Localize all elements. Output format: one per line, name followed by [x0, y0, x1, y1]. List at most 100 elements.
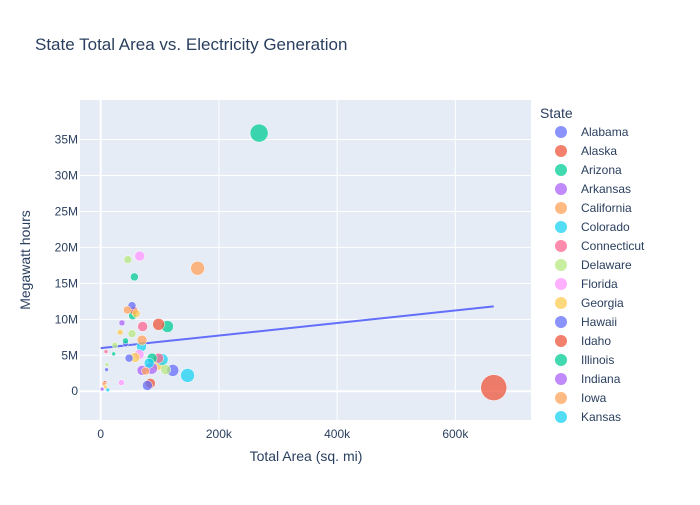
- legend-item[interactable]: Georgia: [555, 296, 624, 310]
- scatter-point[interactable]: [118, 379, 125, 386]
- scatter-point[interactable]: [160, 364, 171, 375]
- scatter-point[interactable]: [131, 309, 141, 318]
- y-axis-label: Megawatt hours: [17, 210, 33, 310]
- legend-item-label: California: [581, 201, 632, 215]
- legend-item[interactable]: Illinois: [555, 353, 614, 367]
- legend-item-label: Kansas: [581, 410, 621, 424]
- legend-item-label: Alabama: [581, 125, 629, 139]
- scatter-point[interactable]: [190, 261, 205, 276]
- legend-marker: [555, 183, 567, 195]
- legend-item[interactable]: Florida: [555, 277, 618, 291]
- x-tick-label: 400k: [324, 427, 351, 441]
- legend-item-label: Iowa: [581, 391, 607, 405]
- legend-title: State: [540, 105, 573, 121]
- legend-marker: [555, 411, 567, 423]
- legend-item[interactable]: Arkansas: [555, 182, 631, 196]
- y-tick-label: 25M: [55, 204, 78, 218]
- scatter-point[interactable]: [122, 337, 129, 345]
- legend-item-label: Colorado: [581, 220, 630, 234]
- legend-item-label: Idaho: [581, 334, 611, 348]
- legend-item-label: Arizona: [581, 163, 622, 177]
- trendline: [100, 305, 494, 350]
- legend-item-label: Florida: [581, 277, 618, 291]
- legend-marker: [555, 373, 567, 385]
- legend-item-label: Indiana: [581, 372, 621, 386]
- legend-item-label: Delaware: [581, 258, 632, 272]
- x-tick-label: 600k: [442, 427, 469, 441]
- scatter-point[interactable]: [143, 357, 155, 369]
- legend-item[interactable]: Arizona: [555, 163, 622, 177]
- legend-items[interactable]: Alabama Alaska Arizona Arkansas California Co…: [555, 125, 645, 424]
- scatter-point[interactable]: [249, 123, 269, 143]
- scatter-point[interactable]: [152, 318, 165, 331]
- x-tick-label: 0: [97, 427, 104, 441]
- scatter-point[interactable]: [118, 319, 126, 327]
- legend-item-label: Arkansas: [581, 182, 631, 196]
- scatter-point[interactable]: [141, 366, 150, 376]
- y-axis-ticks: 0 5M 10M 15M 20M 25M 30M 35M: [55, 133, 79, 399]
- scatter-point[interactable]: [123, 305, 132, 315]
- legend-item-label: Illinois: [581, 353, 614, 367]
- y-tick-label: 0: [71, 384, 78, 398]
- legend-item[interactable]: Alaska: [555, 144, 617, 158]
- legend-marker: [555, 278, 567, 290]
- legend-marker: [555, 335, 567, 347]
- scatter-point[interactable]: [134, 250, 145, 262]
- scatter-point[interactable]: [99, 386, 105, 392]
- scatter-points: [99, 123, 508, 401]
- legend-marker: [555, 354, 567, 366]
- legend-marker: [555, 240, 567, 252]
- legend-marker: [555, 145, 567, 157]
- trendline-layer: [100, 305, 494, 350]
- gridlines: [80, 100, 531, 420]
- legend-item[interactable]: Iowa: [555, 391, 607, 405]
- y-tick-label: 35M: [55, 133, 78, 147]
- legend-marker: [555, 297, 567, 309]
- legend-item[interactable]: Delaware: [555, 258, 632, 272]
- scatter-point[interactable]: [127, 329, 137, 338]
- legend-marker: [555, 316, 567, 328]
- scatter-point[interactable]: [130, 272, 139, 282]
- scatter-point[interactable]: [104, 367, 109, 372]
- legend-marker: [555, 259, 567, 271]
- legend-marker: [555, 202, 567, 214]
- x-tick-label: 200k: [206, 427, 233, 441]
- legend-item-label: Connecticut: [581, 239, 645, 253]
- scatter-point[interactable]: [137, 321, 148, 332]
- y-tick-label: 30M: [55, 169, 78, 183]
- scatter-point[interactable]: [123, 255, 133, 264]
- chart-title: State Total Area vs. Electricity Generat…: [35, 35, 347, 54]
- legend-item[interactable]: Colorado: [555, 220, 630, 234]
- legend-item[interactable]: Kansas: [555, 410, 621, 424]
- scatter-point[interactable]: [105, 387, 111, 393]
- scatter-point[interactable]: [136, 334, 148, 346]
- legend-marker: [555, 392, 567, 404]
- legend-item[interactable]: Connecticut: [555, 239, 645, 253]
- legend-item[interactable]: Hawaii: [555, 315, 617, 329]
- legend-marker: [555, 126, 567, 138]
- legend[interactable]: State Alabama Alaska Arizona Arkansas Califo…: [540, 105, 645, 424]
- x-axis-label: Total Area (sq. mi): [250, 448, 363, 464]
- y-tick-label: 10M: [55, 312, 78, 326]
- legend-item-label: Georgia: [581, 296, 624, 310]
- scatter-point[interactable]: [103, 384, 108, 390]
- scatter-point[interactable]: [111, 341, 119, 349]
- scatter-point[interactable]: [180, 368, 195, 383]
- y-tick-label: 15M: [55, 276, 78, 290]
- x-axis-ticks: 0 200k 400k 600k: [97, 427, 469, 441]
- scatter-point[interactable]: [103, 349, 109, 354]
- scatter-point[interactable]: [116, 329, 124, 336]
- scatter-point[interactable]: [142, 380, 153, 391]
- legend-item[interactable]: Indiana: [555, 372, 621, 386]
- scatter-point[interactable]: [111, 351, 116, 357]
- legend-marker: [555, 164, 567, 176]
- scatter-point[interactable]: [104, 362, 110, 367]
- legend-item[interactable]: California: [555, 201, 632, 215]
- legend-item-label: Hawaii: [581, 315, 617, 329]
- legend-item[interactable]: Alabama: [555, 125, 629, 139]
- legend-item-label: Alaska: [581, 144, 617, 158]
- scatter-point[interactable]: [124, 353, 134, 363]
- scatter-point[interactable]: [480, 374, 508, 401]
- legend-item[interactable]: Idaho: [555, 334, 611, 348]
